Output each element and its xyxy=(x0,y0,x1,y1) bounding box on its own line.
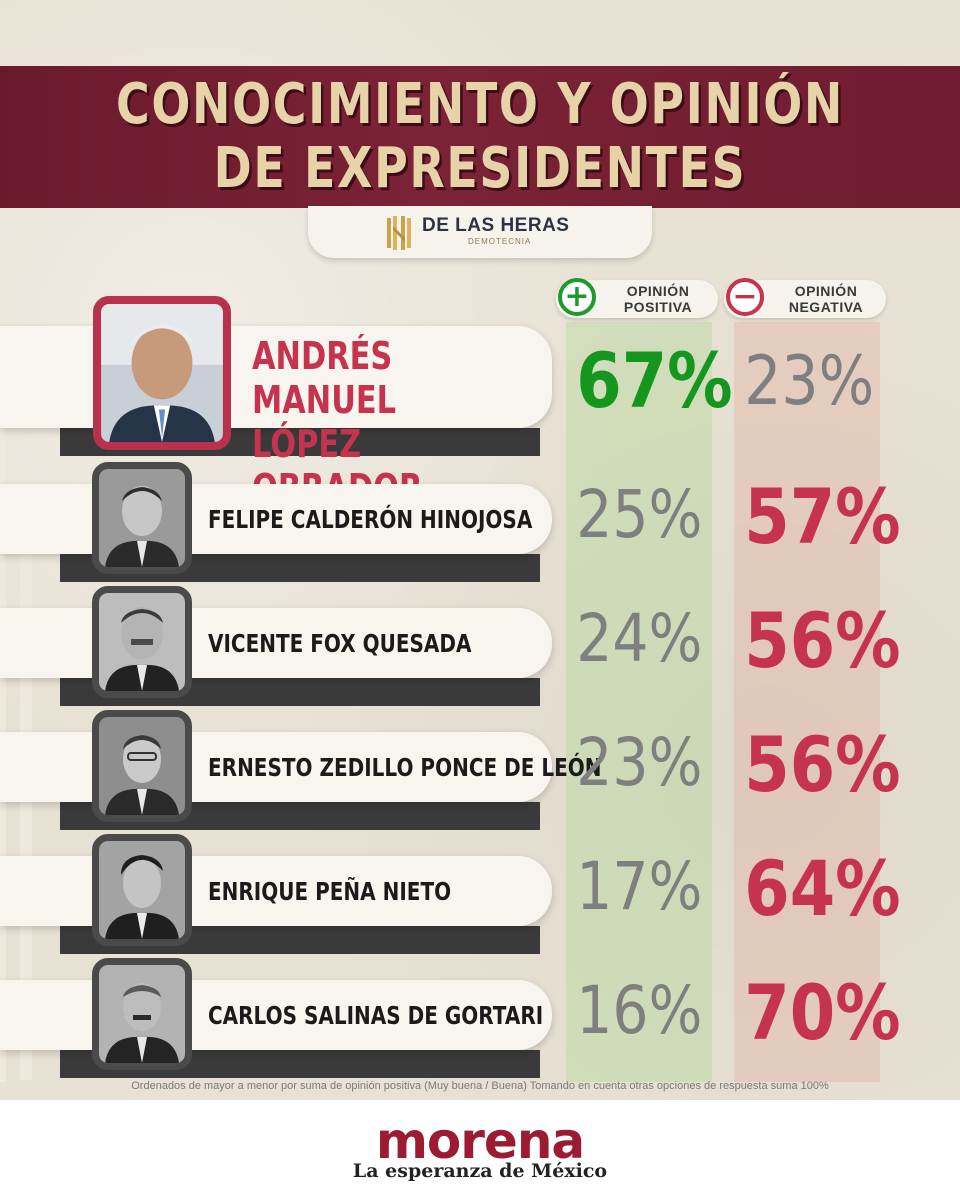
negative-column-band xyxy=(734,322,880,1082)
negative-label-line2: NEGATIVA xyxy=(788,299,864,315)
portrait-icon xyxy=(99,717,185,815)
title-line-1: CONOCIMIENTO Y OPINIÓN xyxy=(115,72,845,137)
portrait-icon xyxy=(99,965,185,1063)
row-5-negative: 64% xyxy=(744,844,901,933)
row-2-negative: 57% xyxy=(744,472,901,561)
footnote: Ordenados de mayor a menor por suma de o… xyxy=(131,1080,829,1092)
row-6-negative: 70% xyxy=(744,968,901,1057)
source-subtitle: DEMOTECNIA xyxy=(468,237,532,246)
title-banner xyxy=(0,66,960,208)
positive-label-line2: POSITIVA xyxy=(623,299,693,315)
portrait-icon xyxy=(99,593,185,691)
row-3-negative: 56% xyxy=(744,596,901,685)
de-las-heras-logo-icon xyxy=(387,216,411,250)
row-5-positive: 17% xyxy=(576,848,703,925)
negative-column-label: OPINIÓN NEGATIVA xyxy=(772,283,880,315)
portrait-icon xyxy=(99,841,185,939)
minus-icon: − xyxy=(726,278,764,316)
footer xyxy=(0,1100,960,1200)
negative-column-header: − OPINIÓN NEGATIVA xyxy=(724,278,886,318)
positive-column-label: OPINIÓN POSITIVA xyxy=(604,283,712,315)
row-1-positive: 67% xyxy=(576,336,733,425)
positive-label-line1: OPINIÓN xyxy=(626,283,690,299)
avatar-amlo xyxy=(93,296,231,450)
row-2-name: FELIPE CALDERÓN HINOJOSA xyxy=(208,505,533,534)
row-1-negative: 23% xyxy=(744,342,875,421)
morena-logo: morena xyxy=(375,1112,585,1170)
avatar-salinas xyxy=(92,958,192,1070)
avatar-zedillo xyxy=(92,710,192,822)
row-1-name-line1: ANDRÉS MANUEL xyxy=(252,334,397,422)
row-4-positive: 23% xyxy=(576,724,703,801)
source-name: DE LAS HERAS xyxy=(422,215,570,236)
portrait-icon xyxy=(99,469,185,567)
row-6-positive: 16% xyxy=(576,972,703,1049)
plus-icon: + xyxy=(558,278,596,316)
row-6-name: CARLOS SALINAS DE GORTARI xyxy=(208,1001,544,1030)
tagline: La esperanza de México xyxy=(352,1160,608,1182)
row-name-bar xyxy=(0,326,552,428)
row-3-positive: 24% xyxy=(576,600,703,677)
positive-column-header: + OPINIÓN POSITIVA xyxy=(556,278,718,318)
row-4-negative: 56% xyxy=(744,720,901,809)
row-5-name: ENRIQUE PEÑA NIETO xyxy=(208,877,452,906)
positive-column-band xyxy=(566,322,712,1082)
source-tab: DE LAS HERAS DEMOTECNIA xyxy=(308,206,652,258)
portrait-icon xyxy=(101,304,223,442)
row-3-name: VICENTE FOX QUESADA xyxy=(208,629,472,658)
row-2-positive: 25% xyxy=(576,476,703,553)
avatar-pena-nieto xyxy=(92,834,192,946)
title-line-2: DE EXPRESIDENTES xyxy=(213,136,747,201)
row-4-name: ERNESTO ZEDILLO PONCE DE LEÓN xyxy=(208,753,602,782)
avatar-fox xyxy=(92,586,192,698)
negative-label-line1: OPINIÓN xyxy=(794,283,858,299)
avatar-calderon xyxy=(92,462,192,574)
